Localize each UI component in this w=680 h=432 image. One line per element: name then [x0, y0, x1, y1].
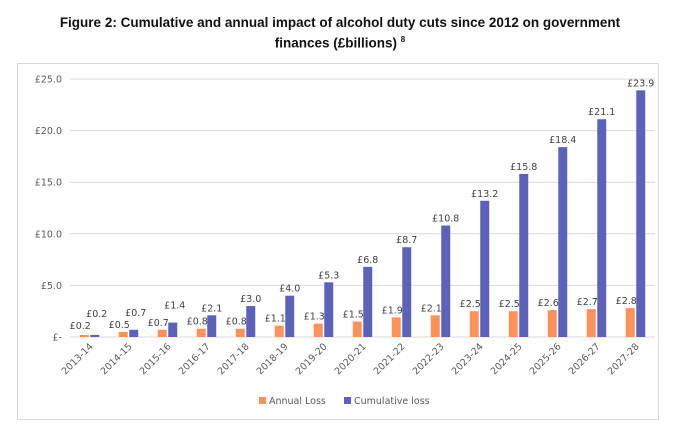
data-labels: £0.2£0.2£0.5£0.7£0.7£1.4£0.8£2.1£0.8£3.0… — [70, 78, 655, 332]
title-footnote: 8 — [400, 35, 406, 44]
legend-swatch-cumulative — [344, 397, 351, 404]
data-label-cumulative: £21.1 — [588, 107, 615, 118]
bar-annual-loss — [469, 311, 479, 337]
x-tick-label: 2023-24 — [450, 341, 486, 377]
data-label-annual: £0.8 — [226, 317, 247, 328]
x-tick-label: 2021-22 — [372, 341, 408, 377]
legend-label-annual: Annual Loss — [269, 396, 326, 407]
y-tick-label: £20.0 — [35, 126, 62, 137]
x-tick-label: 2014-15 — [99, 341, 135, 377]
data-label-annual: £1.1 — [265, 314, 286, 325]
data-label-cumulative: £18.4 — [549, 135, 576, 146]
bars — [79, 90, 646, 338]
bar-cumulative-loss — [441, 225, 451, 337]
bar-cumulative-loss — [129, 329, 139, 337]
data-label-cumulative: £2.1 — [201, 303, 222, 314]
chart-title: Figure 2: Cumulative and annual impact o… — [0, 14, 680, 52]
data-label-annual: £2.7 — [577, 297, 598, 308]
x-tick-label: 2025-26 — [528, 341, 564, 377]
x-tick-label: 2022-23 — [411, 341, 447, 377]
bar-cumulative-loss — [168, 322, 178, 337]
data-label-cumulative: £23.9 — [627, 78, 654, 89]
y-tick-label: £15.0 — [35, 178, 62, 189]
y-tick-label: £25.0 — [35, 75, 62, 86]
bar-annual-loss — [79, 334, 89, 337]
bar-cumulative-loss — [402, 247, 412, 337]
data-label-annual: £0.2 — [70, 321, 91, 332]
data-label-cumulative: £6.8 — [357, 255, 378, 266]
data-label-annual: £2.1 — [421, 303, 442, 314]
data-label-annual: £2.5 — [499, 299, 520, 310]
bar-annual-loss — [391, 317, 401, 337]
bar-cumulative-loss — [285, 295, 295, 337]
bar-annual-loss — [547, 310, 557, 337]
x-axis-ticks: 2013-14 2014-15 2015-16 2016-17 2017-18 2018-… — [60, 341, 642, 377]
x-tick-label: 2024-25 — [489, 341, 525, 377]
gridlines — [70, 78, 655, 338]
data-label-annual: £1.3 — [304, 312, 325, 323]
data-label-annual: £2.5 — [460, 299, 481, 310]
x-tick-label: 2017-18 — [216, 341, 252, 377]
data-label-cumulative: £13.2 — [471, 189, 498, 200]
data-label-annual: £0.5 — [109, 320, 130, 331]
data-label-cumulative: £0.2 — [86, 309, 107, 320]
bar-annual-loss — [508, 311, 518, 337]
bar-cumulative-loss — [90, 334, 100, 337]
bar-annual-loss — [274, 325, 284, 337]
bar-annual-loss — [313, 323, 323, 337]
y-tick-label: £10.0 — [35, 229, 62, 240]
x-tick-label: 2019-20 — [294, 341, 330, 377]
bar-cumulative-loss — [207, 315, 217, 337]
x-tick-label: 2015-16 — [138, 341, 174, 377]
bar-annual-loss — [157, 329, 167, 337]
data-label-cumulative: £8.7 — [396, 235, 417, 246]
data-label-annual: £2.8 — [616, 296, 637, 307]
bar-annual-loss — [118, 331, 128, 337]
bar-annual-loss — [586, 309, 596, 337]
data-label-cumulative: £15.8 — [510, 162, 537, 173]
data-label-annual: £1.9 — [382, 305, 403, 316]
x-tick-label: 2013-14 — [60, 341, 96, 377]
x-tick-label: 2020-21 — [333, 341, 369, 377]
y-tick-label: £5.0 — [41, 281, 62, 292]
bar-cumulative-loss — [519, 173, 529, 337]
chart-frame — [17, 63, 659, 420]
x-tick-label: 2018-19 — [255, 341, 291, 377]
legend: Annual Loss Cumulative loss — [259, 396, 430, 407]
bar-cumulative-loss — [558, 147, 568, 337]
data-label-annual: £2.6 — [538, 298, 559, 309]
legend-label-cumulative: Cumulative loss — [354, 396, 430, 407]
bar-annual-loss — [235, 328, 245, 337]
bar-annual-loss — [352, 321, 362, 337]
data-label-annual: £0.8 — [187, 317, 208, 328]
bar-annual-loss — [196, 328, 206, 337]
bar-annual-loss — [430, 315, 440, 337]
bar-cumulative-loss — [363, 266, 373, 337]
data-label-cumulative: £3.0 — [240, 294, 261, 305]
x-tick-label: 2027-28 — [606, 341, 642, 377]
data-label-annual: £0.7 — [148, 318, 169, 329]
data-label-cumulative: £1.4 — [164, 301, 185, 312]
title-line-2: finances (£billions) — [274, 35, 398, 51]
data-label-annual: £1.5 — [343, 310, 364, 321]
x-tick-label: 2016-17 — [177, 341, 213, 377]
data-label-cumulative: £10.8 — [432, 214, 459, 225]
bar-cumulative-loss — [246, 306, 256, 337]
data-label-cumulative: £5.3 — [318, 270, 339, 281]
bar-annual-loss — [625, 308, 635, 337]
bar-cumulative-loss — [636, 90, 646, 338]
bar-cumulative-loss — [597, 119, 607, 337]
data-label-cumulative: £4.0 — [279, 284, 300, 295]
legend-swatch-annual — [259, 397, 266, 404]
title-line-1: Figure 2: Cumulative and annual impact o… — [59, 15, 621, 30]
x-tick-label: 2026-27 — [567, 341, 603, 377]
bar-cumulative-loss — [480, 200, 490, 337]
data-label-cumulative: £0.7 — [125, 308, 146, 319]
y-axis-ticks: £- £5.0 £10.0 £15.0 £20.0 £25.0 — [35, 75, 62, 344]
bar-cumulative-loss — [324, 282, 334, 337]
y-tick-label: £- — [53, 333, 62, 344]
